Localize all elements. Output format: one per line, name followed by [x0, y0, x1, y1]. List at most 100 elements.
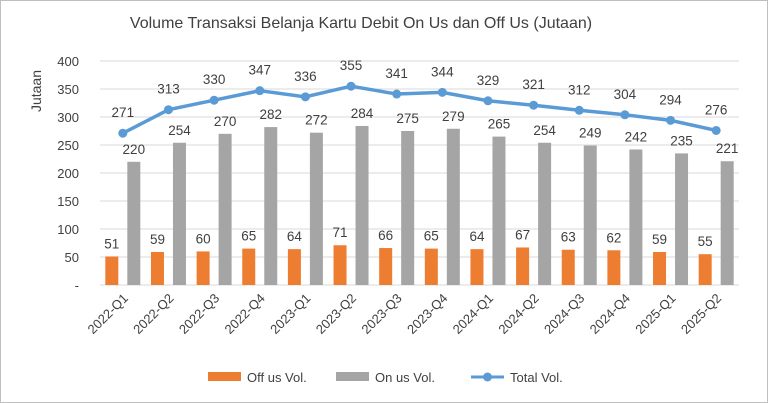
bar-data-label: 282	[259, 107, 282, 122]
bar-data-label: 65	[424, 229, 439, 244]
line-data-label: 355	[340, 58, 363, 73]
bar	[583, 145, 597, 285]
line-data-label: 304	[614, 87, 637, 102]
line-point	[209, 95, 219, 105]
y-tick-label: 400	[57, 54, 79, 69]
line-point	[346, 81, 356, 91]
bar	[379, 248, 393, 285]
x-tick-label: 2022-Q4	[221, 291, 267, 337]
bar-data-label: 265	[488, 117, 511, 132]
legend-swatch-marker	[483, 372, 492, 382]
x-tick-label: 2023-Q2	[313, 291, 359, 337]
line-data-label: 344	[431, 64, 454, 79]
x-tick-label: 2022-Q2	[130, 291, 176, 337]
line-point	[118, 128, 128, 138]
bar-data-label: 59	[652, 232, 667, 247]
x-tick-label: 2024-Q4	[587, 291, 633, 337]
bar-data-label: 254	[533, 123, 556, 138]
bar-data-label: 64	[287, 229, 303, 244]
bar-data-label: 71	[333, 225, 348, 240]
bar-data-label: 235	[670, 133, 693, 148]
line-data-label: 329	[477, 73, 500, 88]
bar	[653, 251, 667, 285]
legend-swatch	[208, 372, 241, 381]
y-tick-label: 250	[57, 138, 79, 153]
line-data-label: 341	[385, 66, 408, 81]
bar	[196, 251, 210, 285]
line-data-label: 276	[705, 102, 728, 117]
x-tick-label: 2024-Q2	[495, 291, 541, 337]
bar	[538, 142, 552, 285]
line-point	[300, 92, 310, 102]
x-tick-label: 2023-Q1	[267, 291, 313, 337]
legend-label: Off us Vol.	[247, 370, 307, 385]
bar	[470, 249, 484, 285]
bar-data-label: 249	[579, 126, 602, 141]
line-data-label: 330	[203, 72, 226, 87]
bar	[720, 161, 734, 285]
bar-data-label: 59	[150, 232, 165, 247]
y-tick-label: 150	[57, 194, 79, 209]
bar	[446, 128, 460, 285]
bar-data-label: 51	[104, 236, 119, 251]
y-tick-label: 100	[57, 222, 79, 237]
bar-data-label: 62	[606, 230, 621, 245]
bar-data-label: 242	[625, 129, 648, 144]
bar-data-label: 254	[168, 123, 191, 138]
series-line	[122, 84, 717, 135]
bar-data-label: 279	[442, 109, 465, 124]
bar	[629, 149, 643, 285]
legend-label: On us Vol.	[375, 370, 435, 385]
bar-data-label: 64	[469, 229, 485, 244]
bar	[355, 125, 369, 286]
line-point	[711, 125, 721, 135]
y-axis-title: Jutaan	[28, 70, 44, 112]
bar	[698, 254, 712, 285]
legend-label: Total Vol.	[510, 370, 563, 385]
bar-data-label: 60	[196, 231, 211, 246]
y-tick-label: 200	[57, 166, 79, 181]
line-data-label: 313	[157, 82, 180, 97]
x-tick-label: 2023-Q3	[358, 291, 404, 337]
bar	[401, 131, 415, 285]
line-data-label: 294	[659, 92, 682, 107]
bar-data-label: 55	[698, 234, 713, 249]
line-point	[163, 105, 173, 115]
bar	[675, 153, 689, 285]
bar-data-label: 272	[305, 113, 328, 128]
bar	[218, 133, 232, 285]
bar-data-label: 275	[396, 111, 419, 126]
bar-data-label: 270	[214, 114, 237, 129]
y-tick-label: 350	[57, 82, 79, 97]
x-tick-label: 2025-Q2	[678, 291, 724, 337]
bar-data-label: 284	[351, 106, 374, 121]
x-tick-label: 2023-Q4	[404, 291, 450, 337]
bar	[242, 248, 256, 285]
bar-data-label: 221	[716, 141, 739, 156]
x-tick-label: 2022-Q3	[176, 291, 222, 337]
line-data-label: 312	[568, 82, 591, 97]
line-point	[574, 105, 584, 115]
line-point	[437, 87, 447, 97]
legend-swatch	[336, 372, 369, 381]
bar	[172, 142, 186, 285]
y-tick-label: 300	[57, 110, 79, 125]
x-tick-label: 2022-Q1	[85, 291, 131, 337]
bar	[309, 132, 323, 285]
line-data-label: 347	[248, 63, 271, 78]
bar-data-label: 63	[561, 230, 576, 245]
bar	[105, 256, 119, 285]
chart-title: Volume Transaksi Belanja Kartu Debit On …	[129, 15, 593, 32]
bar-data-label: 67	[515, 227, 530, 242]
line-point	[483, 96, 493, 106]
y-tick-label: -	[75, 278, 79, 293]
bar	[287, 249, 301, 285]
line-point	[529, 100, 539, 110]
bar	[561, 249, 575, 285]
x-tick-label: 2024-Q3	[541, 291, 587, 337]
bar	[492, 136, 506, 285]
bar	[150, 251, 164, 285]
bar	[516, 247, 530, 285]
bar	[424, 248, 438, 285]
